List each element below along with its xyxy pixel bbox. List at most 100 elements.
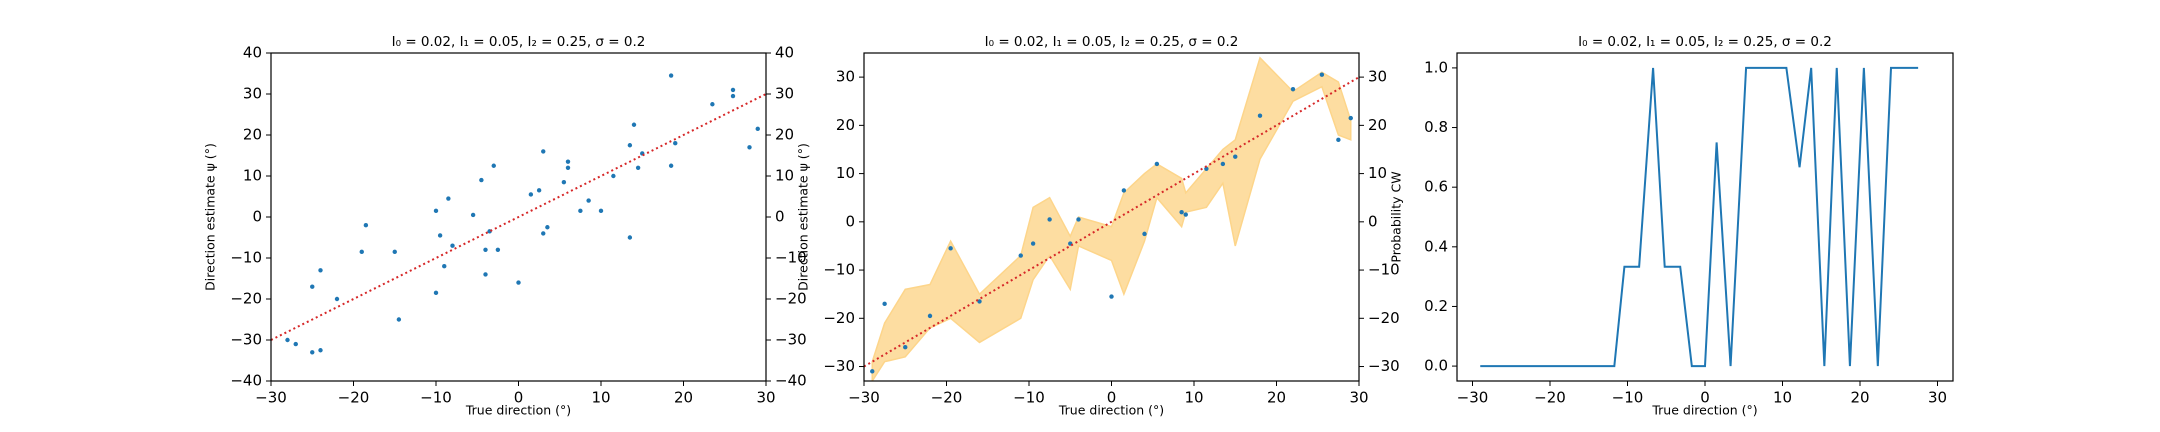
x-tick-label: 10 (1184, 389, 1203, 407)
point (310, 350, 315, 355)
point (483, 247, 488, 252)
point (334, 296, 340, 302)
y-tick-label: −20 (823, 309, 855, 327)
point (730, 93, 736, 99)
point (627, 235, 633, 240)
x-tick-label: −30 (255, 389, 287, 407)
point (545, 225, 550, 230)
point (948, 246, 953, 251)
y-tick-label: 20 (836, 116, 855, 134)
point (882, 301, 887, 307)
x-tick-label: −10 (420, 389, 452, 407)
x-axis-label: True direction (°) (1058, 403, 1164, 418)
y2-tick-label: 40 (775, 44, 794, 62)
point (310, 284, 315, 289)
point (565, 159, 571, 164)
x-tick-label: −20 (1534, 389, 1566, 407)
x-tick-label: 20 (1850, 389, 1869, 407)
point (631, 122, 637, 127)
point (635, 165, 641, 170)
point (479, 177, 484, 183)
point (446, 196, 451, 201)
point (536, 188, 542, 193)
point (541, 149, 546, 154)
y-tick-label: −30 (823, 357, 855, 375)
point (359, 249, 364, 255)
x-tick-label: 10 (591, 389, 610, 407)
point (611, 173, 616, 179)
point (437, 233, 443, 238)
point (755, 126, 760, 132)
point (1121, 188, 1127, 193)
y-tick-label: −40 (230, 372, 262, 390)
point (491, 163, 496, 168)
y-tick-label: 0.6 (1424, 178, 1448, 196)
x-tick-label: 30 (1349, 389, 1368, 407)
point (870, 369, 875, 374)
point (433, 208, 439, 214)
y2-tick-label: 20 (775, 126, 794, 144)
point (516, 280, 521, 285)
x-tick-label: 30 (756, 389, 775, 407)
y-axis-label: Probability CW (1389, 171, 1404, 262)
point (1047, 217, 1052, 222)
y-tick-label: 40 (243, 44, 262, 62)
line (1480, 66, 1919, 368)
x-tick-label: 0 (1700, 389, 1710, 407)
band (871, 56, 1352, 381)
point (578, 208, 583, 214)
y2-tick-label: −30 (1368, 357, 1400, 375)
point (627, 143, 633, 148)
point (1142, 231, 1147, 237)
y2-tick-label: −10 (775, 249, 807, 267)
point (450, 243, 455, 248)
y-axis-label: Direction estimate ψ (°) (796, 143, 811, 291)
point (730, 87, 736, 93)
y-tick-label: 0.8 (1424, 118, 1448, 136)
y-axis-label: Direction estimate ψ (°) (203, 143, 218, 291)
y-tick-label: 1.0 (1424, 58, 1448, 76)
y2-tick-label: −20 (1368, 309, 1400, 327)
point (442, 264, 447, 269)
point (528, 192, 534, 197)
line (271, 93, 766, 341)
y-tick-label: 10 (243, 167, 262, 185)
point (598, 208, 604, 214)
point (433, 290, 439, 296)
point (903, 345, 908, 350)
y2-tick-label: 30 (775, 85, 794, 103)
y2-tick-label: −10 (1368, 261, 1400, 279)
point (1233, 154, 1238, 159)
y2-tick-label: −40 (775, 372, 807, 390)
point (1290, 86, 1296, 92)
subplot-title: I₀ = 0.02, I₁ = 0.05, I₂ = 0.25, σ = 0.2 (985, 34, 1239, 50)
plot-area (271, 73, 766, 355)
point (1076, 217, 1081, 222)
plot-area (1480, 66, 1919, 368)
y2-tick-label: 30 (1368, 68, 1387, 86)
point (541, 231, 546, 236)
x-tick-label: 20 (1267, 389, 1286, 407)
x-tick-label: 10 (1773, 389, 1792, 407)
point (565, 165, 571, 170)
point (396, 317, 402, 322)
x-tick-label: 30 (1928, 389, 1947, 407)
y-tick-label: −20 (230, 290, 262, 308)
y-tick-label: −10 (823, 261, 855, 279)
y-tick-label: 0.2 (1424, 297, 1448, 315)
x-tick-label: −30 (848, 389, 880, 407)
subplot: I₀ = 0.02, I₁ = 0.05, I₂ = 0.25, σ = 0.2… (1389, 34, 1954, 418)
y2-tick-label: −20 (775, 290, 807, 308)
point (927, 313, 933, 319)
point (293, 341, 298, 347)
subplot: I₀ = 0.02, I₁ = 0.05, I₂ = 0.25, σ = 0.2… (203, 34, 807, 418)
point (363, 223, 369, 228)
point (561, 179, 567, 185)
y-tick-label: 30 (836, 68, 855, 86)
x-tick-label: 20 (674, 389, 693, 407)
point (318, 348, 323, 353)
x-tick-label: 0 (1107, 389, 1117, 407)
point (1336, 137, 1341, 143)
x-axis-label: True direction (°) (1651, 403, 1757, 418)
point (586, 198, 591, 203)
